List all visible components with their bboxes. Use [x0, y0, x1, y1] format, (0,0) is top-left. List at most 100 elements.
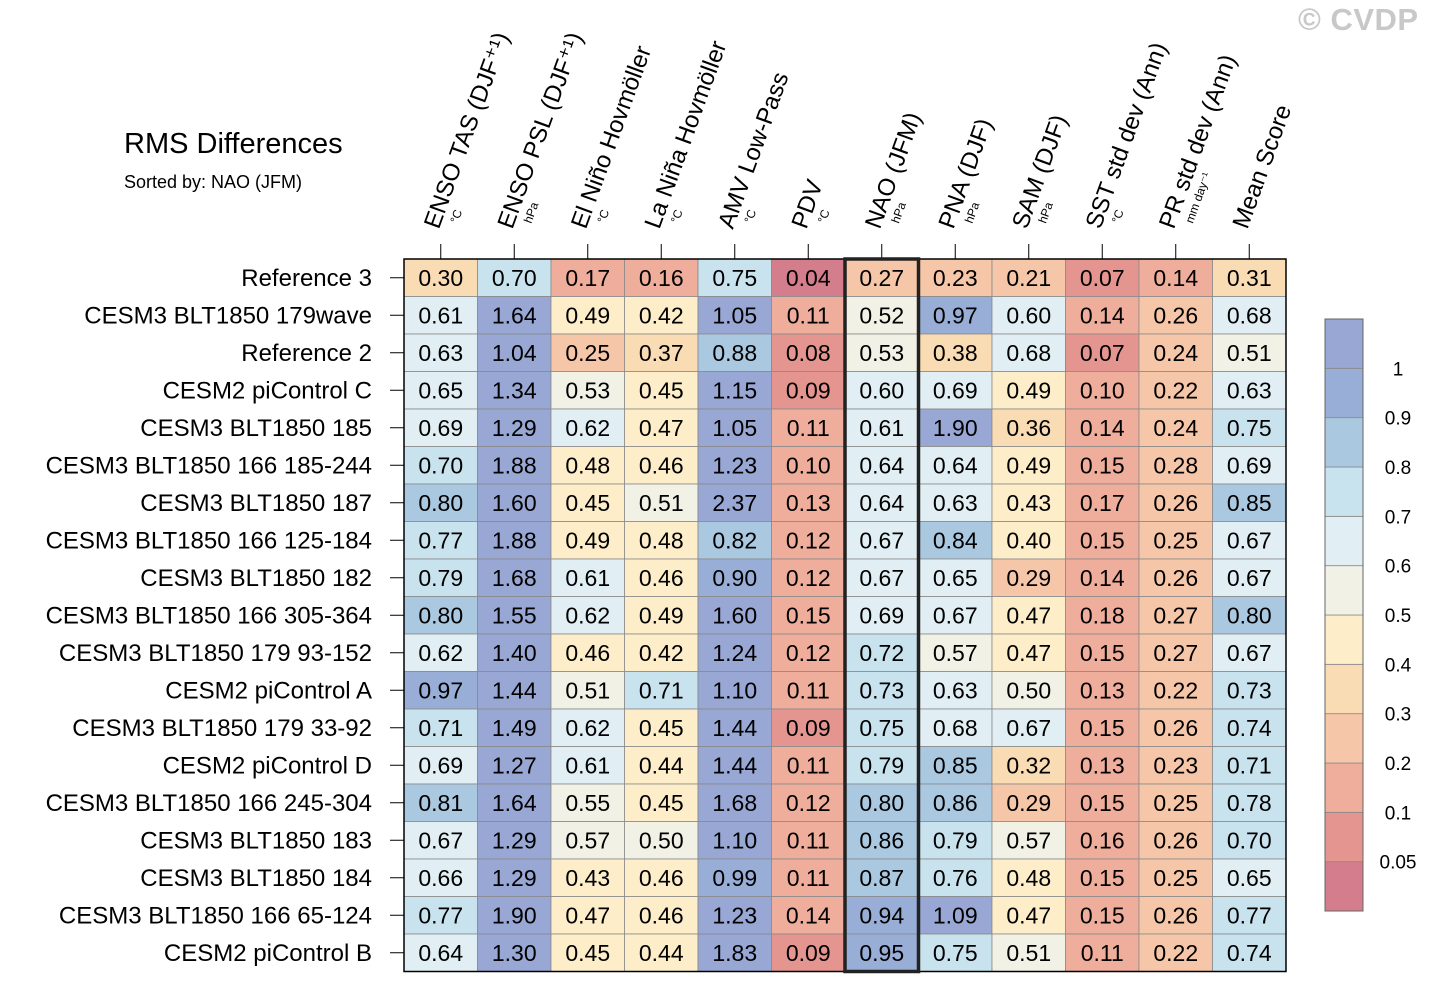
cell-value-label: 0.68 — [1006, 340, 1051, 366]
heatmap-cell — [550, 333, 625, 372]
cell-value-label: 0.49 — [639, 602, 684, 628]
cell-value-label: 0.69 — [859, 602, 904, 628]
heatmap-cell — [991, 558, 1066, 597]
row-label: Reference 2 — [241, 340, 372, 367]
heatmap-cell — [991, 483, 1066, 522]
cell-value-label: 0.65 — [933, 565, 978, 591]
cell-value-label: 0.22 — [1153, 377, 1198, 403]
cell-value-label: 0.75 — [1227, 415, 1272, 441]
heatmap-cell — [697, 371, 772, 410]
heatmap-cell — [918, 446, 993, 485]
cell-value-label: 0.32 — [1006, 752, 1051, 778]
heatmap-cell — [991, 296, 1066, 335]
cell-value-label: 1.88 — [492, 452, 537, 478]
cell-value-label: 0.67 — [1006, 715, 1051, 741]
heatmap-cell — [1065, 671, 1140, 710]
heatmap-cell — [918, 258, 993, 297]
cell-value-label: 0.09 — [786, 940, 831, 966]
cell-value-label: 0.62 — [565, 602, 610, 628]
heatmap-cell — [1212, 896, 1287, 935]
heatmap-cell — [1065, 558, 1140, 597]
cell-value-label: 0.48 — [1006, 865, 1051, 891]
colorbar-bin — [1324, 861, 1364, 912]
cell-value-label: 0.14 — [1080, 565, 1125, 591]
cell-value-label: 0.62 — [565, 715, 610, 741]
heatmap-cells: 0.30 0.70 0.17 0.16 0.75 0.04 0.27 0.23 0.21 0.07… — [403, 258, 1287, 972]
cell-value-label: 0.97 — [418, 677, 463, 703]
column-header: El Niño Hovmöller — [566, 42, 657, 232]
heatmap-cell — [477, 858, 552, 897]
heatmap-cell — [1138, 933, 1213, 972]
cell-value-label: 0.16 — [639, 265, 684, 291]
cell-value-label: 0.09 — [786, 715, 831, 741]
cell-value-label: 0.63 — [933, 490, 978, 516]
cell-value-label: 0.14 — [1080, 302, 1125, 328]
cell-value-label: 0.15 — [1080, 452, 1125, 478]
cell-value-label: 0.53 — [565, 377, 610, 403]
cell-value-label: 1.68 — [492, 565, 537, 591]
heatmap-cell — [697, 896, 772, 935]
chart-subtitle: Sorted by: NAO (JFM) — [124, 172, 303, 192]
heatmap-cell — [624, 708, 699, 747]
colorbar-label: 0.05 — [1380, 853, 1417, 874]
cell-value-label: 0.26 — [1153, 302, 1198, 328]
cell-value-label: 0.11 — [787, 415, 830, 441]
cell-value-label: 0.77 — [418, 527, 463, 553]
heatmap-cell — [844, 521, 919, 560]
column-unit: hPa — [521, 200, 542, 225]
heatmap-cell — [403, 558, 478, 597]
heatmap-cell — [918, 746, 993, 785]
cell-value-label: 0.12 — [786, 790, 831, 816]
heatmap-cell — [1212, 783, 1287, 822]
column-unit: °C — [668, 207, 686, 225]
cell-value-label: 0.71 — [639, 677, 684, 703]
heatmap-cell — [403, 296, 478, 335]
cell-value-label: 0.81 — [418, 790, 463, 816]
row-label: CESM3 BLT1850 183 — [140, 827, 372, 854]
cell-value-label: 0.60 — [859, 377, 904, 403]
heatmap-cell — [991, 333, 1066, 372]
heatmap-cell — [1212, 483, 1287, 522]
cell-value-label: 0.62 — [418, 640, 463, 666]
cell-value-label: 0.42 — [639, 302, 684, 328]
heatmap-cell — [697, 408, 772, 447]
cell-value-label: 0.80 — [859, 790, 904, 816]
column-unit: °C — [594, 207, 612, 225]
heatmap-cell — [1138, 708, 1213, 747]
heatmap-cell — [477, 483, 552, 522]
row-label: CESM2 piControl D — [163, 752, 372, 779]
row-label: CESM3 BLT1850 166 125-184 — [46, 527, 372, 554]
column-unit: hPa — [1035, 200, 1056, 225]
heatmap-cell — [844, 671, 919, 710]
row-label: CESM3 BLT1850 187 — [140, 490, 372, 517]
cell-value-label: 0.26 — [1153, 715, 1198, 741]
cell-value-label: 0.67 — [859, 527, 904, 553]
cell-value-label: 0.27 — [1153, 640, 1198, 666]
row-label: CESM2 piControl A — [165, 677, 372, 704]
cell-value-label: 0.43 — [565, 865, 610, 891]
cell-value-label: 0.74 — [1227, 940, 1272, 966]
cell-value-label: 0.27 — [859, 265, 904, 291]
cell-value-label: 0.46 — [639, 452, 684, 478]
colorbar-bin — [1324, 811, 1364, 863]
cell-value-label: 0.45 — [565, 940, 610, 966]
heatmap-cell — [1212, 521, 1287, 560]
cell-value-label: 0.67 — [1227, 565, 1272, 591]
row-label: Reference 3 — [241, 265, 372, 292]
cell-value-label: 1.24 — [712, 640, 757, 666]
colorbar-bin — [1324, 515, 1364, 567]
cell-value-label: 0.45 — [639, 790, 684, 816]
cell-value-label: 0.75 — [712, 265, 757, 291]
column-headers: ENSO TAS (DJF⁺¹)°C ENSO PSL (DJF⁺¹)hPa El … — [419, 29, 1297, 259]
cell-value-label: 0.64 — [933, 452, 978, 478]
heatmap-cell — [918, 821, 993, 860]
cell-value-label: 0.69 — [418, 415, 463, 441]
row-label: CESM3 BLT1850 179wave — [84, 302, 372, 329]
cell-value-label: 0.18 — [1080, 602, 1125, 628]
cell-value-label: 1.29 — [492, 415, 537, 441]
cell-value-label: 0.26 — [1153, 827, 1198, 853]
colorbar-bin — [1324, 417, 1364, 468]
colorbar-bin — [1324, 663, 1364, 715]
heatmap-cell — [1065, 746, 1140, 785]
heatmap-cell — [624, 671, 699, 710]
